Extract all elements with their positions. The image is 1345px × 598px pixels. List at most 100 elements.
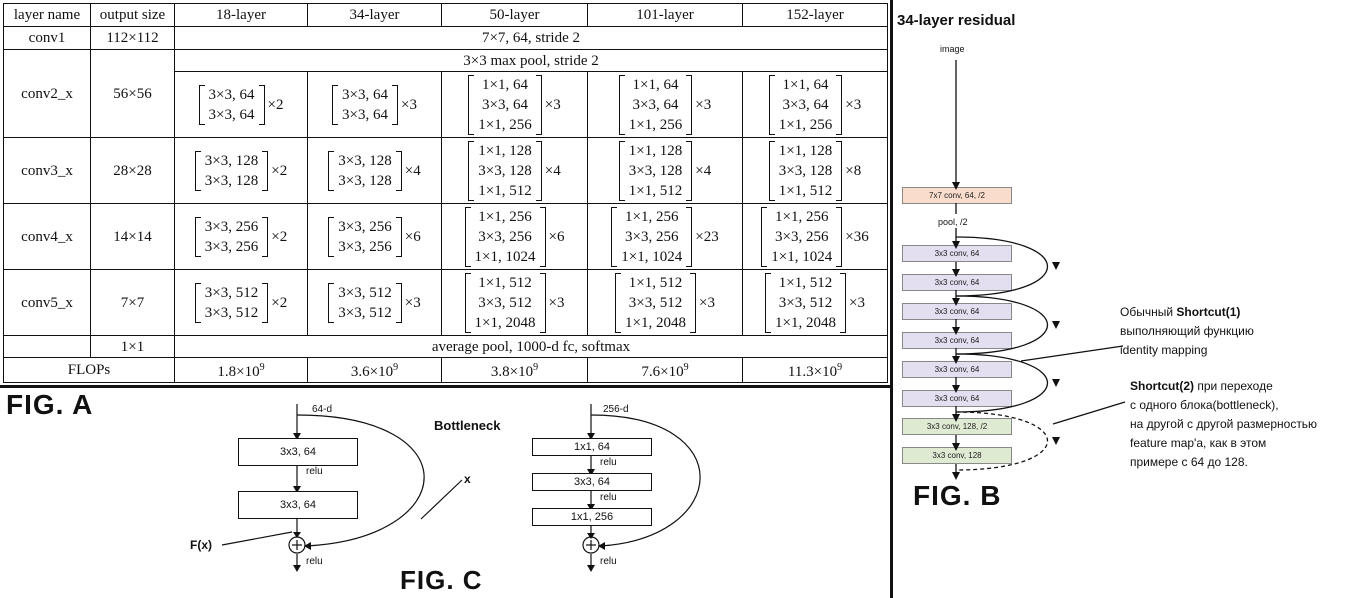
block-multiplier: ×4	[695, 162, 712, 179]
block-spec-line: 1×1, 512	[478, 182, 532, 199]
right-bracket	[535, 140, 542, 201]
block-multiplier: ×6	[404, 228, 421, 245]
note2-bold: Shortcut(2)	[1130, 379, 1194, 393]
fig-c-right-relu-out: relu	[600, 556, 617, 567]
maxpool-cell: 3×3 max pool, stride 2	[174, 49, 888, 72]
block-spec-line: 3×3, 64	[632, 96, 679, 113]
block-spec-line: 3×3, 256	[478, 228, 532, 245]
block-multiplier: ×3	[544, 96, 561, 113]
note2-rest: при переходе	[1194, 379, 1273, 393]
block-multiplier: ×6	[548, 228, 565, 245]
fig-c-left-box-1: 3x3, 64	[238, 438, 358, 466]
block-spec-line: 3×3, 64	[342, 106, 388, 123]
output-size-cell: 28×28	[90, 137, 175, 204]
left-bracket	[464, 272, 471, 333]
header-cell: 34-layer	[307, 3, 442, 27]
block-spec-line: 1×1, 2048	[775, 314, 836, 331]
flops-exponent: 9	[837, 362, 843, 373]
fig-c-fx-label: F(x)	[190, 538, 212, 552]
block-spec-line: 3×3, 64	[782, 96, 829, 113]
note1-line: выполняющий функцию	[1120, 324, 1254, 338]
fig-c-right-box-3: 1x1, 256	[532, 508, 652, 526]
left-bracket	[618, 140, 625, 201]
flops-value-cell: 3.8×109	[441, 357, 588, 383]
note-shortcut-2: Shortcut(2) при переходе с одного блока(…	[1130, 377, 1317, 472]
block-spec-line: 3×3, 512	[478, 294, 532, 311]
horizontal-divider	[0, 385, 892, 388]
layer-block: 3x3 conv, 64	[902, 390, 1012, 407]
table-header-row: layer name output size 18-layer 34-layer…	[3, 3, 888, 27]
right-bracket	[690, 272, 696, 333]
block-spec-line: 3×3, 128	[204, 152, 259, 169]
header-cell: layer name	[3, 3, 91, 27]
left-bracket	[328, 282, 335, 323]
block-spec-line: 3×3, 128	[204, 172, 259, 189]
header-cell: output size	[90, 3, 175, 27]
block-spec-line: 1×1, 1024	[621, 248, 683, 265]
block-spec-line: 1×1, 512	[778, 274, 833, 291]
block-spec-cell: 1×1, 512 3×3, 512 1×1, 2048 ×3	[441, 269, 588, 336]
block-spec-line: 3×3, 512	[204, 284, 259, 301]
right-bracket	[395, 150, 402, 191]
fig-c-right-input-label: 256-d	[603, 404, 629, 415]
left-bracket	[194, 150, 201, 191]
output-size-cell: 56×56	[90, 49, 175, 138]
block-spec-line: 3×3, 256	[775, 228, 829, 245]
resnet-architecture-table: layer name output size 18-layer 34-layer…	[3, 3, 888, 387]
block-spec-line: 1×1, 64	[632, 76, 679, 93]
flops-exponent: 9	[259, 362, 265, 373]
block-spec-line: 3×3, 256	[204, 218, 259, 235]
left-bracket	[611, 206, 618, 267]
right-bracket	[258, 84, 265, 125]
table-row-maxpool: conv2_x 56×56 3×3 max pool, stride 2	[3, 49, 888, 138]
flops-value-cell: 11.3×109	[742, 357, 888, 383]
fig-a-label: FIG. A	[6, 389, 94, 420]
block-spec-line: 3×3, 64	[208, 86, 255, 103]
block-spec-line: 3×3, 64	[208, 106, 255, 123]
output-size-cell: 14×14	[90, 203, 175, 270]
flops-value-cell: 1.8×109	[174, 357, 308, 383]
flops-mantissa: 11.3×10	[787, 364, 838, 380]
right-bracket	[539, 272, 546, 333]
block-multiplier: ×3	[699, 294, 715, 311]
fig-c-left-box-2: 3x3, 64	[238, 491, 358, 519]
left-bracket	[468, 140, 475, 201]
left-bracket	[768, 74, 775, 135]
block-spec-cell: 1×1, 512 3×3, 512 1×1, 2048 ×3	[587, 269, 743, 336]
block-spec-line: 3×3, 256	[204, 238, 259, 255]
note1-prefix: Обычный	[1120, 305, 1177, 319]
block-spec-cell: 3×3, 256 3×3, 256 ×6	[307, 203, 442, 270]
block-multiplier: ×4	[404, 162, 421, 179]
block-spec-cell: 1×1, 128 3×3, 128 1×1, 512 ×4	[441, 137, 588, 204]
fig-b-diagram	[952, 60, 1126, 480]
note2-line: на другой с другой размерностью	[1130, 417, 1318, 431]
fig-c-right-relu-2: relu	[600, 492, 617, 503]
block-spec-line: 3×3, 256	[338, 218, 392, 235]
block-spec-line: 1×1, 2048	[474, 314, 536, 331]
block-spec-line: 3×3, 128	[338, 152, 392, 169]
block-spec-line: 1×1, 512	[628, 182, 683, 199]
header-cell: 152-layer	[742, 3, 888, 27]
block-spec-cell: 1×1, 128 3×3, 128 1×1, 512 ×4	[587, 137, 743, 204]
block-spec-cell: 3×3, 256 3×3, 256 ×2	[174, 203, 308, 270]
table-row-conv1: conv1 112×112 7×7, 64, stride 2	[3, 26, 888, 50]
image-input-label: image	[940, 44, 965, 54]
block-spec-line: 3×3, 256	[625, 228, 679, 245]
right-bracket	[262, 216, 269, 257]
block-spec-line: 1×1, 256	[478, 116, 532, 133]
layer-name-cell	[3, 335, 91, 358]
note2-line: с одного блока(bottleneck),	[1130, 398, 1279, 412]
left-bracket	[765, 272, 772, 333]
block-spec-cell: 1×1, 256 3×3, 256 1×1, 1024 ×23	[587, 203, 743, 270]
fig-c-left-relu-1: relu	[306, 466, 323, 477]
fig-c-title: Bottleneck	[434, 418, 501, 433]
block-multiplier: ×36	[845, 228, 869, 245]
flops-mantissa: 3.6×10	[350, 364, 394, 380]
block-spec-line: 1×1, 2048	[625, 314, 686, 331]
block-spec-line: 1×1, 256	[625, 208, 679, 225]
block-spec-line: 1×1, 256	[478, 208, 532, 225]
right-bracket	[395, 216, 402, 257]
header-cell: 18-layer	[174, 3, 308, 27]
table-row-flops: FLOPs 1.8×109 3.6×109 3.8×109 7.6×109 11.3×1…	[3, 357, 888, 383]
output-size-cell: 1×1	[90, 335, 175, 358]
